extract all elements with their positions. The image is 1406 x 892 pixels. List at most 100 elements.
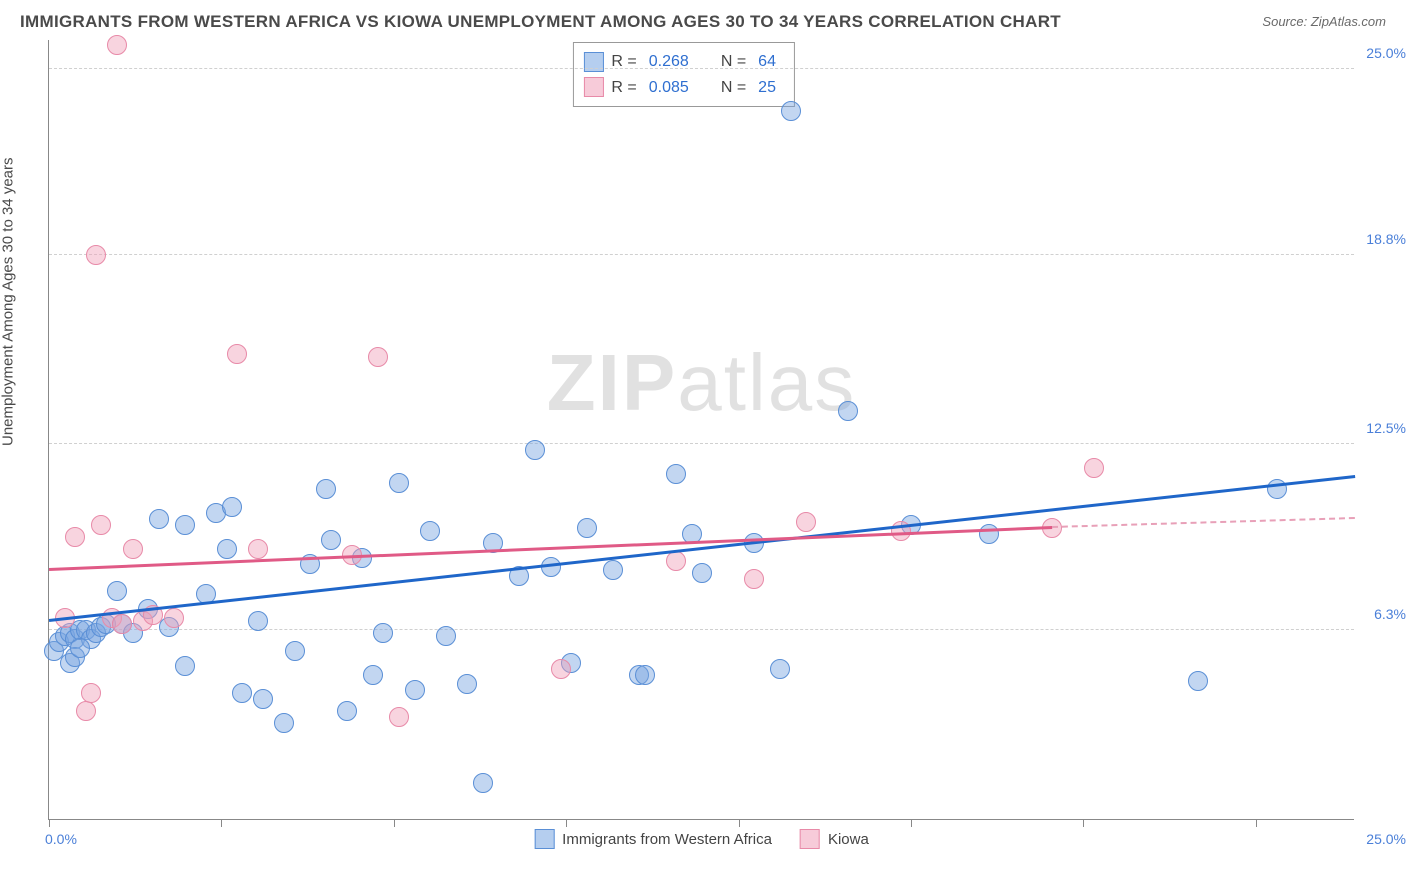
x-tick	[221, 819, 222, 827]
x-tick	[566, 819, 567, 827]
data-point	[389, 473, 409, 493]
data-point	[541, 557, 561, 577]
data-point	[222, 497, 242, 517]
data-point	[635, 665, 655, 685]
data-point	[253, 689, 273, 709]
data-point	[175, 656, 195, 676]
data-point	[796, 512, 816, 532]
gridline	[49, 443, 1354, 444]
legend-r-value: 0.268	[645, 49, 693, 75]
data-point	[363, 665, 383, 685]
legend-n-label: N =	[721, 49, 746, 75]
data-point	[248, 611, 268, 631]
data-point	[1084, 458, 1104, 478]
x-tick	[49, 819, 50, 827]
data-point	[666, 464, 686, 484]
data-point	[81, 683, 101, 703]
legend-swatch	[583, 77, 603, 97]
x-tick	[394, 819, 395, 827]
data-point	[227, 344, 247, 364]
data-point	[603, 560, 623, 580]
data-point	[473, 773, 493, 793]
data-point	[285, 641, 305, 661]
data-point	[770, 659, 790, 679]
data-point	[368, 347, 388, 367]
data-point	[337, 701, 357, 721]
data-point	[76, 701, 96, 721]
legend-r-value: 0.085	[645, 75, 693, 101]
legend-r-label: R =	[611, 49, 636, 75]
data-point	[321, 530, 341, 550]
x-tick	[739, 819, 740, 827]
data-point	[692, 563, 712, 583]
data-point	[70, 638, 90, 658]
data-point	[838, 401, 858, 421]
x-tick	[1256, 819, 1257, 827]
source-value: ZipAtlas.com	[1311, 14, 1386, 29]
data-point	[107, 581, 127, 601]
gridline	[49, 629, 1354, 630]
data-point	[316, 479, 336, 499]
trend-line	[1052, 517, 1355, 528]
data-point	[979, 524, 999, 544]
watermark-rest: atlas	[677, 338, 856, 427]
y-tick-label: 12.5%	[1366, 420, 1406, 436]
source-attribution: Source: ZipAtlas.com	[1262, 14, 1386, 29]
legend-row: R = 0.268 N = 64	[583, 49, 780, 75]
data-point	[389, 707, 409, 727]
y-tick-label: 18.8%	[1366, 231, 1406, 247]
legend-item: Immigrants from Western Africa	[534, 829, 772, 849]
data-point	[457, 674, 477, 694]
data-point	[65, 527, 85, 547]
legend-label: Immigrants from Western Africa	[562, 831, 772, 848]
data-point	[175, 515, 195, 535]
x-tick	[911, 819, 912, 827]
legend-n-label: N =	[721, 75, 746, 101]
data-point	[217, 539, 237, 559]
x-axis-max-label: 25.0%	[1366, 831, 1406, 847]
data-point	[436, 626, 456, 646]
data-point	[373, 623, 393, 643]
watermark-bold: ZIP	[547, 338, 677, 427]
gridline	[49, 68, 1354, 69]
data-point	[107, 35, 127, 55]
x-axis-min-label: 0.0%	[45, 831, 77, 847]
data-point	[551, 659, 571, 679]
data-point	[112, 614, 132, 634]
data-point	[149, 509, 169, 529]
watermark: ZIPatlas	[547, 337, 856, 429]
legend-swatch	[534, 829, 554, 849]
x-tick	[1083, 819, 1084, 827]
data-point	[91, 515, 111, 535]
data-point	[420, 521, 440, 541]
data-point	[525, 440, 545, 460]
legend-swatch	[800, 829, 820, 849]
y-tick-label: 6.3%	[1374, 606, 1406, 622]
scatter-chart: ZIPatlas R =0.268N =64R =0.085N =25 0.0%…	[48, 40, 1354, 820]
data-point	[744, 569, 764, 589]
source-label: Source:	[1262, 14, 1307, 29]
data-point	[274, 713, 294, 733]
data-point	[123, 539, 143, 559]
y-tick-label: 25.0%	[1366, 45, 1406, 61]
series-legend: Immigrants from Western Africa Kiowa	[534, 829, 869, 849]
gridline	[49, 254, 1354, 255]
correlation-legend: R =0.268N =64R =0.085N =25	[572, 42, 795, 107]
trend-line	[49, 475, 1355, 621]
data-point	[577, 518, 597, 538]
legend-n-value: 64	[754, 49, 780, 75]
y-axis-label: Unemployment Among Ages 30 to 34 years	[0, 157, 17, 446]
legend-item: Kiowa	[800, 829, 869, 849]
data-point	[1188, 671, 1208, 691]
data-point	[248, 539, 268, 559]
legend-label: Kiowa	[828, 831, 869, 848]
data-point	[86, 245, 106, 265]
data-point	[405, 680, 425, 700]
data-point	[164, 608, 184, 628]
data-point	[232, 683, 252, 703]
data-point	[781, 101, 801, 121]
chart-title: IMMIGRANTS FROM WESTERN AFRICA VS KIOWA …	[20, 12, 1061, 32]
data-point	[666, 551, 686, 571]
legend-r-label: R =	[611, 75, 636, 101]
legend-row: R =0.085N =25	[583, 75, 780, 101]
